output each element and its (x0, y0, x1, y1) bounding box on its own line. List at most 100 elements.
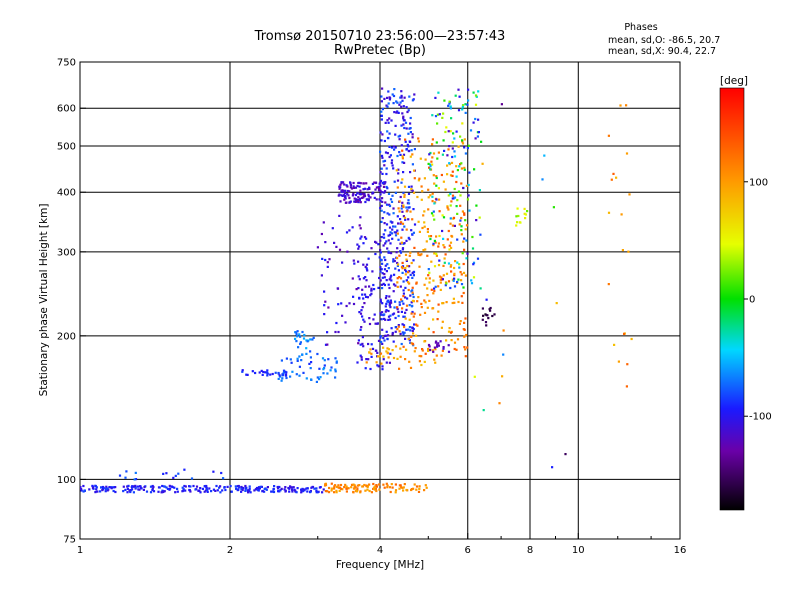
data-point (423, 177, 426, 180)
data-point (270, 490, 273, 493)
data-point (408, 282, 411, 285)
data-point (292, 486, 295, 489)
data-point (397, 269, 400, 272)
data-point (248, 487, 251, 490)
data-point (379, 171, 382, 174)
data-point (466, 198, 469, 201)
data-point (407, 271, 410, 274)
data-point (461, 108, 464, 111)
data-point (118, 474, 122, 477)
data-point (323, 290, 326, 293)
data-point (162, 472, 165, 475)
data-point (470, 282, 474, 285)
data-point (396, 186, 399, 189)
data-point (379, 298, 382, 301)
data-point (380, 154, 384, 157)
data-point (398, 210, 401, 213)
data-point (322, 221, 325, 224)
data-point (330, 489, 333, 492)
data-point (439, 340, 442, 343)
data-point (421, 190, 424, 193)
data-point (271, 372, 274, 376)
data-point (373, 288, 376, 291)
data-point (394, 491, 397, 494)
data-point (463, 168, 466, 171)
data-point (413, 177, 416, 180)
data-point (327, 491, 331, 494)
data-point (378, 187, 381, 190)
data-point (171, 485, 174, 489)
data-point (366, 296, 369, 299)
data-point (387, 239, 390, 242)
data-point (273, 485, 276, 488)
data-point (383, 159, 387, 162)
data-point (360, 309, 363, 312)
data-point (384, 201, 387, 204)
data-point (388, 295, 391, 298)
data-point (403, 161, 406, 164)
data-point (410, 488, 413, 491)
data-point (379, 239, 382, 242)
x-tick-label: 6 (465, 545, 471, 556)
data-point (388, 486, 392, 489)
data-point (381, 108, 384, 111)
data-point (385, 185, 388, 189)
data-point (519, 221, 522, 224)
data-point (459, 194, 462, 197)
data-point (358, 278, 361, 281)
data-point (381, 191, 384, 194)
data-point (431, 200, 434, 203)
data-point (442, 216, 446, 219)
data-point (323, 304, 326, 307)
data-point (368, 186, 371, 189)
data-point (379, 199, 382, 202)
data-point (430, 260, 433, 263)
data-point (365, 267, 368, 270)
data-point (463, 248, 466, 251)
data-point (381, 287, 384, 290)
data-point (362, 242, 365, 245)
data-point (114, 490, 117, 494)
data-point (289, 358, 292, 361)
data-point (381, 302, 384, 305)
data-point (383, 334, 386, 337)
data-point (401, 149, 404, 152)
data-point (398, 303, 401, 306)
data-point (431, 138, 434, 141)
data-point (396, 247, 399, 250)
data-point (453, 224, 456, 227)
data-point (356, 243, 359, 246)
data-point (409, 273, 412, 276)
data-point (387, 309, 390, 313)
data-point (390, 159, 394, 162)
data-point (390, 274, 393, 277)
data-point (464, 152, 467, 155)
data-point (364, 276, 367, 279)
data-point (466, 103, 469, 106)
data-point (392, 207, 395, 210)
data-point (322, 368, 325, 371)
data-point (462, 240, 465, 243)
data-point (277, 377, 280, 380)
data-point (397, 172, 400, 175)
data-point (458, 263, 461, 266)
data-point (362, 297, 365, 300)
data-point (516, 221, 519, 224)
data-point (410, 261, 413, 265)
data-point (257, 487, 260, 490)
data-point (405, 239, 408, 242)
data-point (356, 361, 359, 364)
data-point (421, 348, 424, 351)
data-point (358, 185, 361, 188)
data-point (420, 306, 423, 309)
data-point (291, 486, 294, 489)
data-point (433, 239, 436, 242)
data-point (617, 360, 620, 363)
data-point (489, 309, 492, 312)
data-point (386, 136, 390, 140)
data-point (383, 273, 386, 276)
data-point (515, 224, 518, 227)
data-point (628, 193, 631, 196)
data-point (385, 330, 388, 333)
data-point (433, 218, 436, 221)
